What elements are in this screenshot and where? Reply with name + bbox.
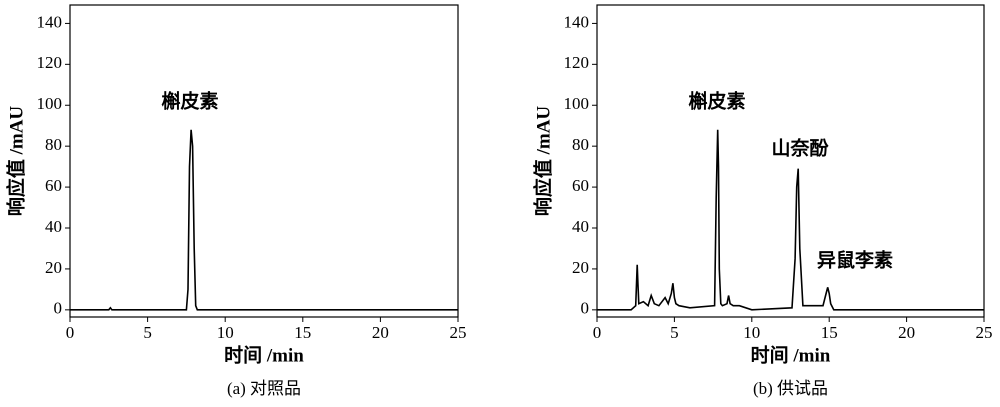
y-tick-label: 80 [572,135,589,154]
chromatogram-line [597,129,984,311]
y-tick-label: 140 [564,12,590,31]
peak-annotation: 异鼠李素 [817,248,893,271]
y-tick-label: 40 [45,217,62,236]
peak-annotation: 槲皮素 [161,89,218,112]
x-tick-label: 0 [593,323,602,342]
y-axis-label: 响应值 /mAU [4,106,27,217]
y-tick-label: 80 [45,135,62,154]
x-tick-label: 5 [143,323,152,342]
x-tick-label: 20 [372,323,389,342]
x-tick-label: 25 [450,323,467,342]
x-axis-label: 时间 /min [224,344,304,366]
plot-frame [596,4,985,318]
plot-frame [69,4,459,318]
x-tick-label: 25 [976,323,993,342]
y-tick-label: 20 [572,258,589,277]
caption: (b) 供试品 [753,379,828,398]
y-tick-label: 60 [572,176,589,195]
y-tick-label: 0 [581,299,590,318]
y-tick-label: 40 [572,217,589,236]
y-tick-label: 120 [37,53,63,72]
y-tick-label: 100 [37,94,63,113]
chromatogram-line [70,129,458,311]
x-tick-label: 15 [294,323,311,342]
x-tick-label: 15 [821,323,838,342]
x-tick-label: 5 [670,323,679,342]
y-tick-label: 0 [54,299,63,318]
x-tick-label: 10 [217,323,234,342]
y-tick-label: 20 [45,258,62,277]
x-tick-label: 0 [66,323,75,342]
peak-annotation: 山奈酚 [771,136,829,159]
x-tick-label: 20 [898,323,915,342]
y-tick-label: 140 [37,12,63,31]
y-tick-label: 60 [45,176,62,195]
peak-annotation: 槲皮素 [688,89,745,112]
x-axis-label: 时间 /min [751,344,831,366]
y-tick-label: 100 [564,94,590,113]
caption: (a) 对照品 [227,379,301,398]
y-tick-label: 120 [564,53,590,72]
x-tick-label: 10 [743,323,760,342]
y-axis-label: 响应值 /mAU [531,106,554,217]
